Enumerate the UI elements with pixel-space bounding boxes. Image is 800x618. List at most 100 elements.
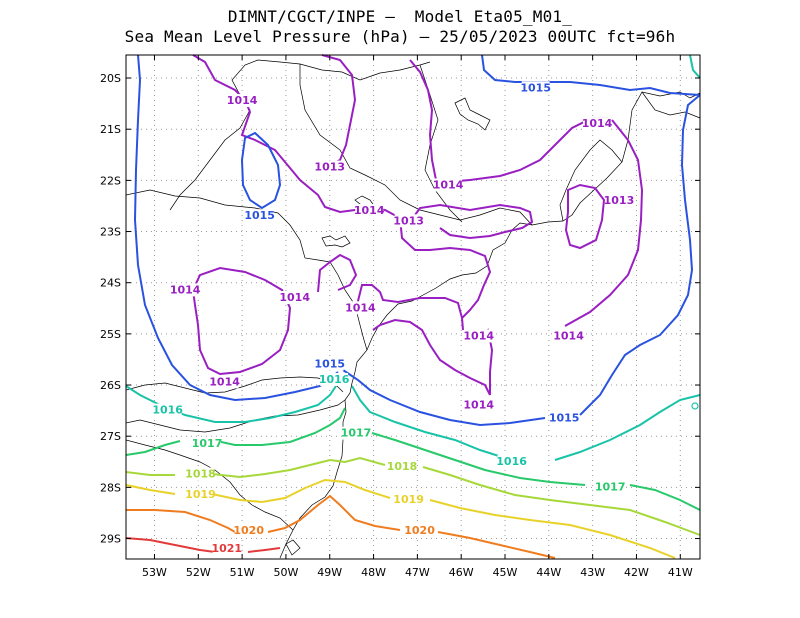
isobar-label-1015: 1015 — [520, 81, 551, 94]
isobar-1013 — [414, 203, 534, 240]
lat-tick-label: 23S — [100, 226, 121, 239]
isobar-1016 — [689, 54, 701, 79]
isobar-label-bg — [210, 375, 239, 389]
lat-tick-label: 28S — [100, 481, 121, 494]
isobar-label-bg — [464, 329, 493, 343]
isobar-label-1021: 1021 — [211, 542, 242, 555]
isobar-1017 — [125, 440, 181, 456]
isobar-label-bg — [550, 411, 579, 425]
isobar-1016 — [351, 385, 521, 461]
lat-tick-label: 26S — [100, 379, 121, 392]
isobar-1020 — [437, 531, 556, 559]
isobar-label-bg — [405, 523, 434, 537]
lon-tick-label: 45W — [493, 566, 518, 579]
isobar-label-1017: 1017 — [341, 427, 372, 440]
isobar-1019 — [125, 484, 176, 495]
chart-title-line1: DIMNT/CGCT/INPE – Model Eta05_M01_ — [227, 7, 573, 26]
lake-shape — [321, 235, 351, 248]
isobar-1014 — [191, 266, 292, 376]
isobar-label-bg — [604, 193, 633, 207]
isobar-label-1016: 1016 — [496, 455, 527, 468]
isobar-1020 — [267, 494, 401, 533]
isobar-label-bg — [320, 372, 349, 386]
isobar-label-bg — [394, 214, 423, 228]
isobar-label-1015: 1015 — [244, 209, 275, 222]
isobar-1017 — [211, 407, 346, 446]
coastline-and-borders — [125, 59, 701, 559]
isobar-label-1014: 1014 — [354, 204, 385, 217]
isobar-1015 — [481, 54, 701, 96]
lat-tick-label: 27S — [100, 430, 121, 443]
isobar-label-bg — [388, 459, 417, 473]
isobar-label-bg — [434, 178, 463, 192]
isobar-1017 — [371, 432, 586, 486]
coastline — [279, 91, 701, 559]
lat-tick-label: 22S — [100, 174, 121, 187]
isobar-label-1018: 1018 — [387, 460, 418, 473]
lon-tick-label: 44W — [536, 566, 561, 579]
lon-tick-label: 42W — [624, 566, 649, 579]
isobar-label-bg — [234, 523, 263, 537]
isobar-label-1014: 1014 — [463, 329, 494, 342]
isobar-label-1014: 1014 — [582, 117, 613, 130]
isobar-labels: 1014 1013 1014 1013 1014 1014 1013 1015 1015 1014… — [152, 81, 634, 555]
isobar-label-bg — [394, 493, 423, 507]
isobar-label-1013: 1013 — [604, 194, 635, 207]
isobar-label-1014: 1014 — [463, 398, 494, 411]
isobar-1018 — [125, 471, 175, 476]
isobar-1015 — [342, 369, 546, 427]
isobar-label-bg — [521, 81, 550, 95]
isobar-1014 — [372, 318, 491, 396]
isobar-label-1019: 1019 — [185, 488, 216, 501]
isobar-label-1013: 1013 — [393, 214, 424, 227]
lon-tick-label: 50W — [273, 566, 298, 579]
isobar-1015 — [579, 94, 701, 416]
isobar-label-bg — [315, 357, 344, 371]
isobar-1014 — [409, 59, 447, 183]
isobar-1017 — [629, 484, 701, 511]
isobar-label-bg — [228, 94, 257, 108]
isobar-label-bg — [153, 403, 182, 417]
lat-tick-label: 29S — [100, 533, 121, 546]
isobar-label-1018: 1018 — [185, 468, 216, 481]
isobar-label-1014: 1014 — [553, 329, 584, 342]
lon-tick-label: 48W — [361, 566, 386, 579]
isobar-label-1017: 1017 — [595, 480, 626, 493]
isobar-label-1019: 1019 — [393, 493, 424, 506]
isobar-label-1020: 1020 — [404, 524, 435, 537]
isobar-1019 — [211, 478, 391, 504]
lon-tick-label: 49W — [317, 566, 342, 579]
isobar-label-1014: 1014 — [279, 291, 310, 304]
isobar-label-bg — [346, 301, 375, 315]
lon-tick-label: 46W — [449, 566, 474, 579]
isobar-1019 — [429, 499, 676, 559]
isobar-label-bg — [554, 329, 583, 343]
isobar-label-bg — [497, 454, 526, 468]
isobar-label-bg — [193, 436, 222, 450]
isobar-label-bg — [315, 160, 344, 174]
isobar-label-bg — [355, 204, 384, 218]
state-border — [559, 139, 623, 222]
lon-tick-label: 52W — [186, 566, 211, 579]
isobar-1013 — [564, 183, 606, 250]
isobar-1016 — [125, 382, 339, 423]
lon-tick-label: 51W — [230, 566, 255, 579]
isobar-label-1016: 1016 — [319, 373, 350, 386]
isobar-label-1014: 1014 — [433, 178, 464, 191]
isobar-label-1015: 1015 — [549, 411, 580, 424]
isobar-1014 — [356, 284, 463, 319]
isobar-label-bg — [186, 467, 215, 481]
state-border — [169, 59, 431, 211]
isobar-label-bg — [280, 291, 309, 305]
isobar-label-1014: 1014 — [345, 301, 376, 314]
lon-tick-label: 43W — [580, 566, 605, 579]
lat-tick-label: 21S — [100, 123, 121, 136]
lon-tick-label: 41W — [668, 566, 693, 579]
isobar-label-1013: 1013 — [314, 161, 345, 174]
map-frame — [125, 54, 701, 560]
state-border — [125, 439, 294, 531]
map-axes: 53W 52W 51W 50W 49W 48W 47W 46W 45W 44W 43W 42W 41W 2… — [100, 55, 700, 579]
isobar-label-1016: 1016 — [152, 404, 183, 417]
isobar-label-1015: 1015 — [314, 358, 345, 371]
